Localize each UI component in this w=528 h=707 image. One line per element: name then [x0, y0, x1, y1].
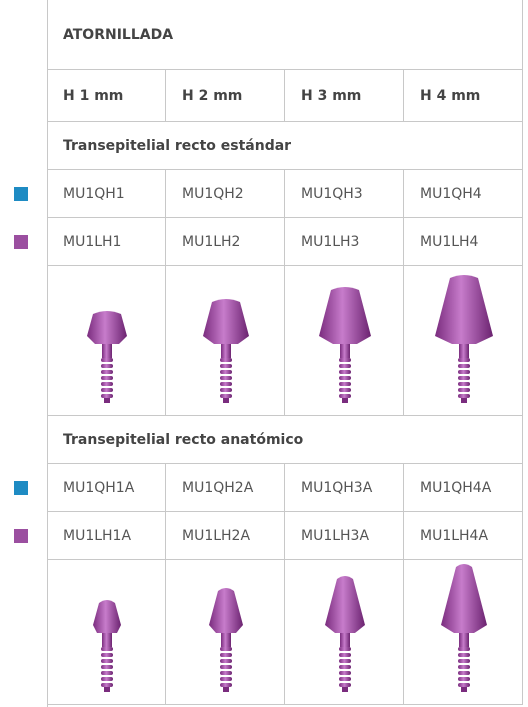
- abutment-image: [86, 311, 127, 403]
- column-header: H 1 mm: [47, 70, 166, 122]
- table-border: [47, 0, 48, 707]
- section-title: Transepitelial recto anatómico: [47, 416, 523, 464]
- code-cell: MU1QH4: [404, 170, 523, 218]
- abutment-image: [324, 576, 365, 692]
- code-cell: MU1QH4A: [404, 464, 523, 512]
- code-cell: MU1LH1A: [47, 512, 166, 560]
- code-cell: MU1LH2A: [166, 512, 285, 560]
- image-cell: [285, 266, 404, 416]
- column-header: H 2 mm: [166, 70, 285, 122]
- code-cell: MU1QH3A: [285, 464, 404, 512]
- color-marker: [14, 481, 28, 495]
- abutment-image: [92, 600, 121, 692]
- code-cell: MU1QH1: [47, 170, 166, 218]
- abutment-image: [208, 588, 243, 692]
- image-cell: [47, 560, 166, 705]
- code-cell: MU1LH3: [285, 218, 404, 266]
- code-cell: MU1QH3: [285, 170, 404, 218]
- code-cell: MU1QH1A: [47, 464, 166, 512]
- image-cell: [166, 560, 285, 705]
- abutment-image: [318, 287, 371, 403]
- color-marker: [14, 187, 28, 201]
- column-header: H 4 mm: [404, 70, 523, 122]
- image-cell: [285, 560, 404, 705]
- image-cell: [404, 266, 523, 416]
- image-cell: [166, 266, 285, 416]
- code-cell: MU1LH4: [404, 218, 523, 266]
- color-marker: [14, 235, 28, 249]
- code-cell: MU1LH3A: [285, 512, 404, 560]
- table-title: ATORNILLADA: [47, 0, 523, 70]
- abutment-image: [440, 564, 487, 692]
- column-header: H 3 mm: [285, 70, 404, 122]
- code-cell: MU1LH4A: [404, 512, 523, 560]
- abutment-image: [202, 299, 249, 403]
- image-cell: [47, 266, 166, 416]
- color-marker: [14, 529, 28, 543]
- code-cell: MU1QH2: [166, 170, 285, 218]
- code-cell: MU1LH1: [47, 218, 166, 266]
- image-cell: [404, 560, 523, 705]
- abutment-image: [434, 275, 493, 403]
- code-cell: MU1QH2A: [166, 464, 285, 512]
- section-title: Transepitelial recto estándar: [47, 122, 523, 170]
- code-cell: MU1LH2: [166, 218, 285, 266]
